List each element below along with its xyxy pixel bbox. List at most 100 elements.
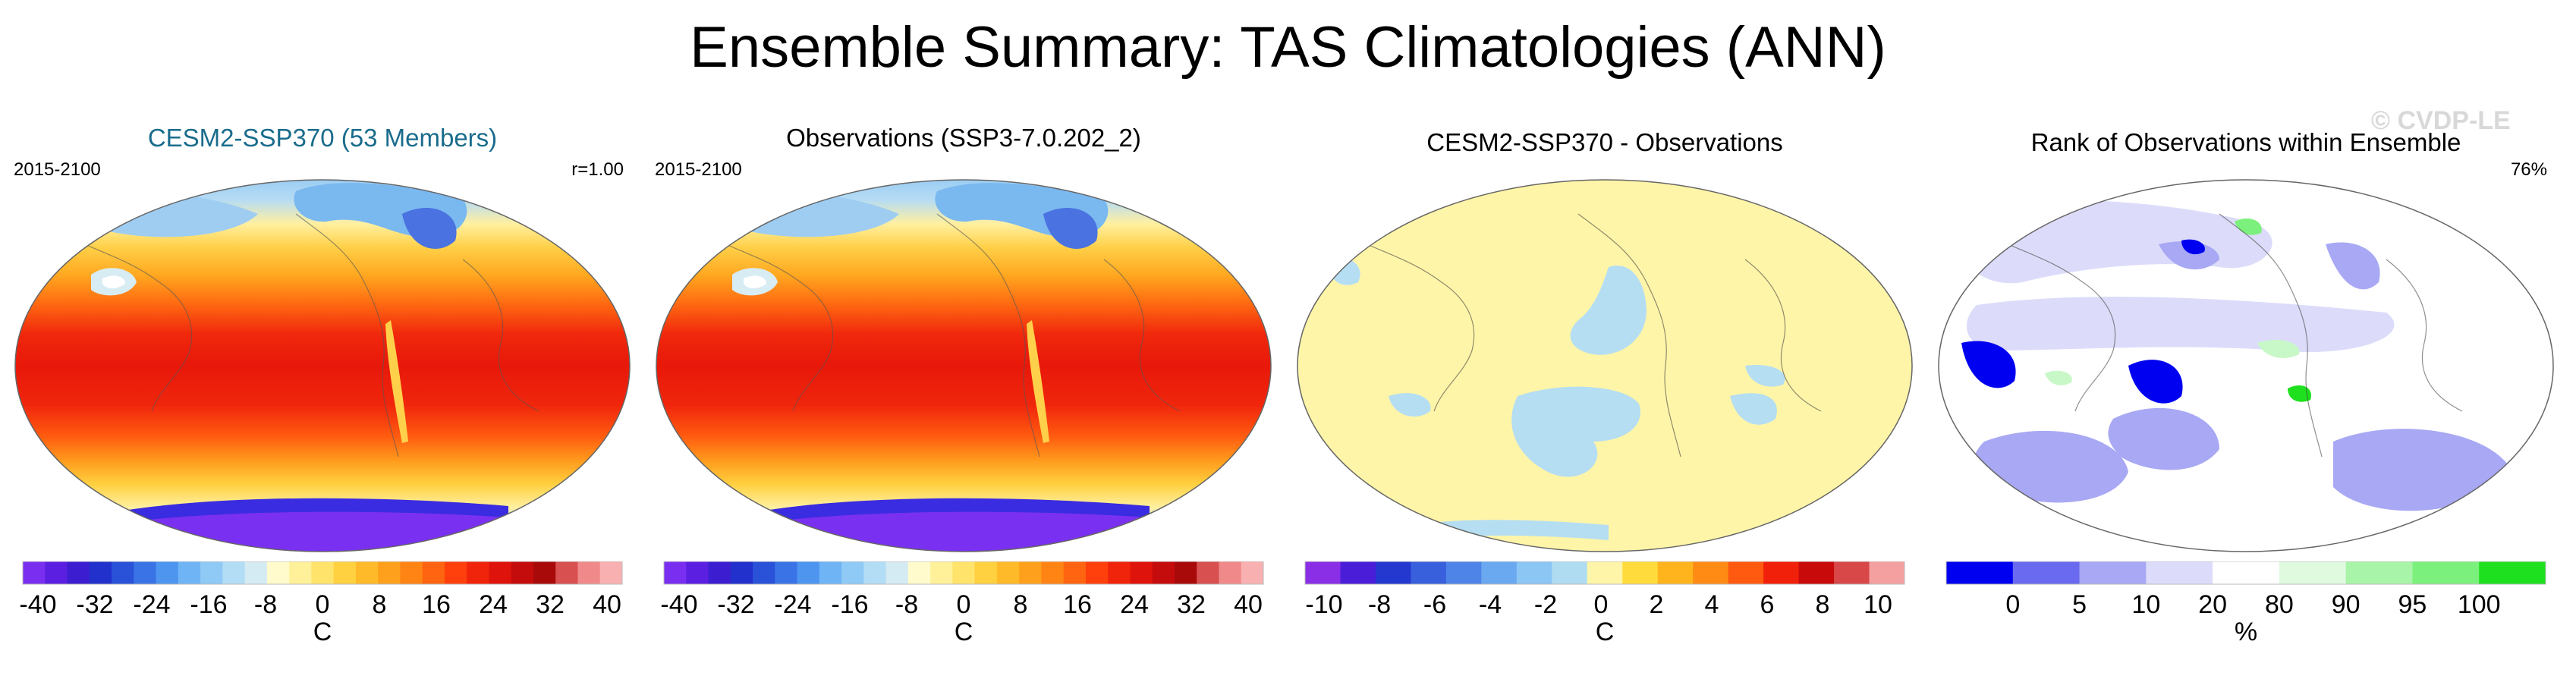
- colorbar-tick: 4: [1705, 590, 1719, 619]
- colorbar-swatch: [311, 561, 335, 584]
- colorbar-tick: 80: [2265, 590, 2294, 619]
- colorbar-swatch: [533, 561, 556, 584]
- tibet-core: [102, 275, 125, 288]
- colorbar-tick: 0: [1594, 590, 1609, 619]
- temperature-map: [14, 179, 631, 552]
- period-label: 2015-2100: [655, 159, 742, 180]
- panel-observations: Observations (SSP3-7.0.202_2) 2015-2100 …: [649, 121, 1279, 675]
- colorbar-tick: -8: [254, 590, 277, 619]
- colorbar-tick: -32: [76, 590, 113, 619]
- near-zero-field: [1297, 180, 1912, 552]
- colorbar-swatch: [2412, 561, 2480, 584]
- colorbar-tick: -32: [717, 590, 754, 619]
- colorbar-tick: 16: [422, 590, 451, 619]
- colorbar-tick: 95: [2398, 590, 2427, 619]
- colorbar-swatch: [599, 561, 623, 584]
- colorbar-swatch: [355, 561, 379, 584]
- colorbar-swatch: [2345, 561, 2413, 584]
- colorbar-swatch: [23, 561, 46, 584]
- colorbar-swatch: [1041, 561, 1065, 584]
- colorbar-tick: 40: [593, 590, 621, 619]
- colorbar-swatch: [422, 561, 445, 584]
- colorbar-tick: -40: [660, 590, 697, 619]
- colorbar-tick: 5: [2072, 590, 2087, 619]
- colorbar-swatch: [1657, 561, 1694, 584]
- colorbar-swatch: [2079, 561, 2147, 584]
- colorbar-swatch: [664, 561, 687, 584]
- map-border: [1297, 179, 1913, 552]
- antarctica-edge: [106, 498, 508, 525]
- colorbar-tick: 2: [1650, 590, 1664, 619]
- coastlines: [709, 213, 1181, 457]
- colorbar-swatch: [1063, 561, 1087, 584]
- green-patch-1: [2257, 339, 2300, 358]
- colorbar-tick: 16: [1063, 590, 1092, 619]
- colorbar-tick: 8: [1816, 590, 1830, 619]
- temperature-field: [656, 180, 1271, 552]
- colorbar-swatch: [112, 561, 134, 584]
- difference-map: [1297, 179, 1913, 552]
- colorbar-swatch: [222, 561, 246, 584]
- colorbar-tick: 40: [1234, 590, 1263, 619]
- colorbar-swatch: [289, 561, 312, 584]
- colorbar-swatch: [775, 561, 798, 584]
- colorbar-swatch: [1587, 561, 1623, 584]
- south-atlantic-mid: [2333, 429, 2508, 511]
- units-label: C: [1596, 618, 1615, 646]
- colorbar-swatch: [885, 561, 909, 584]
- colorbar-swatch: [200, 561, 223, 584]
- colorbar-swatch: [577, 561, 601, 584]
- colorbar-swatch: [1130, 561, 1153, 584]
- colorbar-swatch: [797, 561, 820, 584]
- colorbar-tick: -4: [1479, 590, 1502, 619]
- green-patch-2: [2288, 385, 2311, 402]
- colorbar-swatch: [45, 561, 68, 584]
- colorbar-swatch: [1622, 561, 1659, 584]
- colorbar-swatch: [1219, 561, 1242, 584]
- colorbar-tick: 10: [2131, 590, 2160, 619]
- tibet-core: [744, 275, 766, 288]
- south-pacific-cool: [1511, 386, 1640, 477]
- colorbar-swatch: [89, 561, 112, 584]
- colorbar: -10 -8 -6 -4 -2 0 2 4 6 8 10 C: [1304, 561, 1905, 646]
- colorbar-tick: -40: [19, 590, 56, 619]
- south-pacific-dark: [2128, 360, 2183, 404]
- colorbar-swatch: [730, 561, 753, 584]
- colorbar-swatch: [1552, 561, 1588, 584]
- rank-map: [1938, 179, 2554, 552]
- colorbar-swatch: [1728, 561, 1764, 584]
- panel-title: Observations (SSP3-7.0.202_2): [786, 124, 1141, 152]
- atlantic-mid: [2326, 242, 2380, 290]
- colorbar-swatch: [1834, 561, 1870, 584]
- colorbar-tick: 8: [1014, 590, 1028, 619]
- colorbar-swatch: [156, 561, 179, 584]
- colorbar: 0 5 10 20 80 90 95 100%: [1945, 561, 2546, 646]
- coastlines: [1991, 213, 2463, 457]
- colorbar-swatch: [555, 561, 578, 584]
- colorbar-swatch: [2479, 561, 2546, 584]
- map-border: [1938, 179, 2554, 552]
- colorbar-swatch: [1798, 561, 1835, 584]
- andes: [385, 320, 408, 443]
- colorbar-tick: -24: [774, 590, 811, 619]
- colorbar-tick: 0: [316, 590, 330, 619]
- units-label: %: [2235, 618, 2257, 646]
- colorbar-swatch: [841, 561, 864, 584]
- colorbar-tick: 90: [2332, 590, 2361, 619]
- colorbar-swatch: [1445, 561, 1482, 584]
- percent-label: 76%: [2510, 159, 2547, 180]
- colorbar-tick: -6: [1423, 590, 1446, 619]
- colorbar-swatch: [1197, 561, 1219, 584]
- colorbar-tick: 0: [2005, 590, 2020, 619]
- colorbar-swatch: [907, 561, 931, 584]
- map-border: [14, 179, 631, 552]
- panel-cesm2: CESM2-SSP370 (53 Members) 2015-2100 r=1.…: [8, 121, 637, 675]
- panel-title: CESM2-SSP370 (53 Members): [147, 124, 498, 152]
- colorbar-tick: 32: [1177, 590, 1206, 619]
- colorbar-swatch: [863, 561, 887, 584]
- colorbar-tick: -24: [133, 590, 170, 619]
- colorbar: -40 -32 -24 -16 -8 0 8 16 24 32 40 C: [19, 561, 623, 646]
- colorbar-tick: -8: [895, 590, 918, 619]
- colorbar-swatch: [1340, 561, 1376, 584]
- colorbar-tick: 20: [2198, 590, 2227, 619]
